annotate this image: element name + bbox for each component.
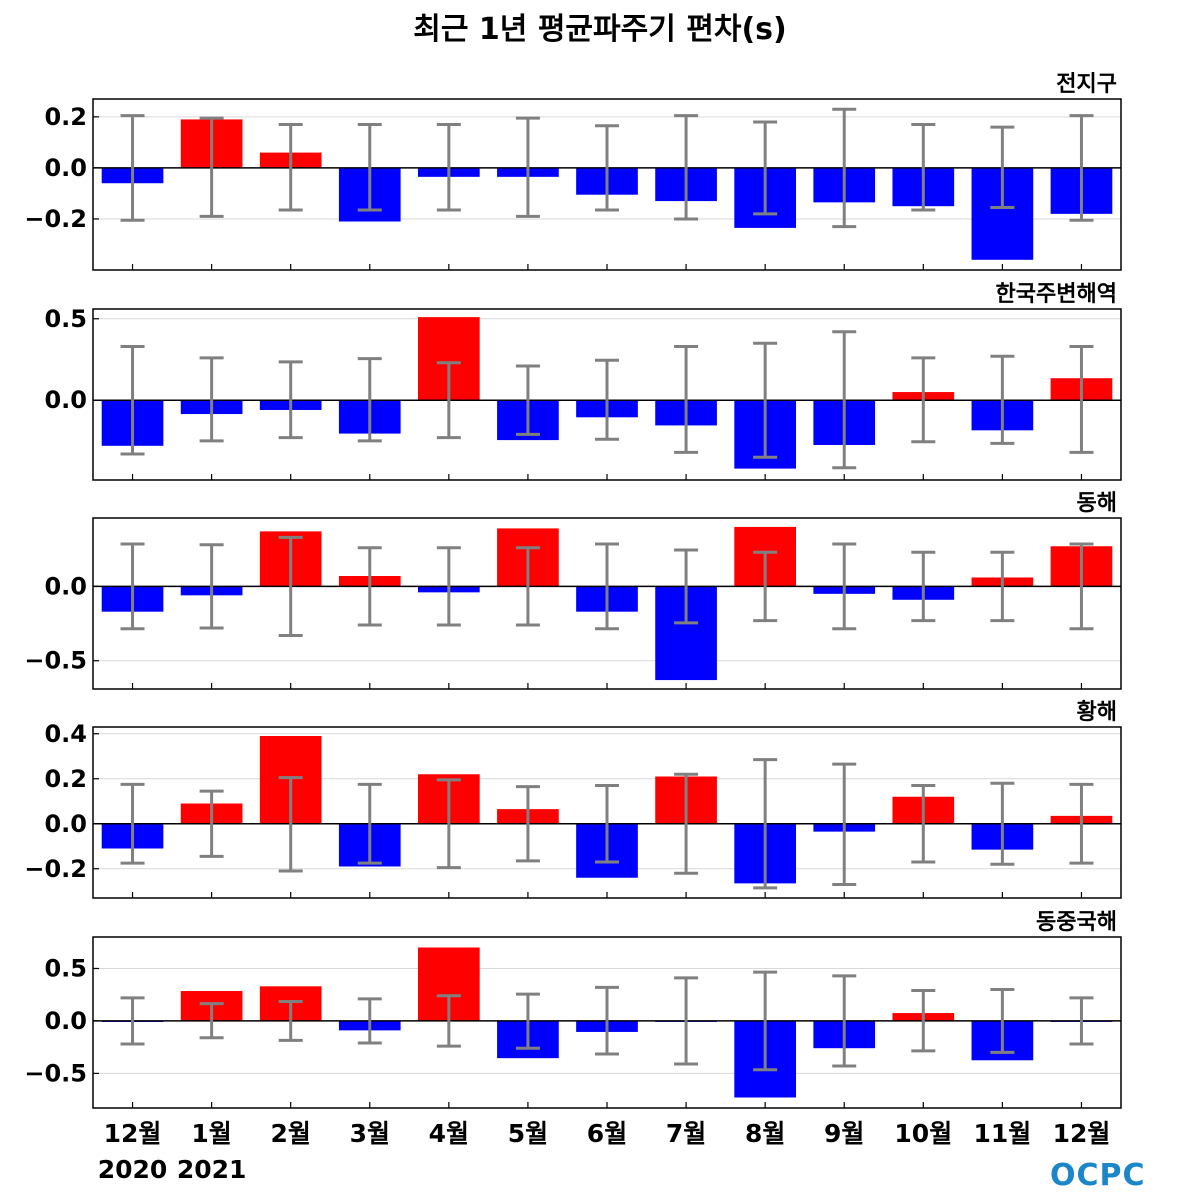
x-month-label: 2월 — [270, 1119, 310, 1148]
chart-title: 최근 1년 평균파주기 편차(s) — [413, 12, 787, 47]
x-year-label: 2020 — [98, 1155, 168, 1184]
x-month-label: 6월 — [587, 1119, 627, 1148]
x-month-label: 12월 — [104, 1119, 162, 1148]
panel-title: 황해 — [1077, 700, 1117, 725]
x-month-label: 4월 — [429, 1119, 469, 1148]
ocpc-logo: OCPC — [1050, 1158, 1146, 1193]
y-tick-label: 0.0 — [44, 154, 87, 182]
panel-4: 0.4 0.2 0.0 −0.2 황해 — [24, 700, 1122, 899]
x-month-label: 3월 — [350, 1119, 390, 1148]
y-tick-label: −0.2 — [24, 855, 87, 883]
panel-3: 0.0 −0.5 동해 — [24, 491, 1122, 690]
y-tick-label: 0.0 — [44, 810, 87, 838]
panel-title: 동중국해 — [1036, 910, 1117, 935]
panel-title: 한국주변해역 — [996, 282, 1117, 307]
y-tick-label: 0.2 — [44, 765, 87, 793]
y-tick-label: 0.2 — [44, 103, 87, 131]
x-month-label: 9월 — [824, 1119, 864, 1148]
x-month-label: 12월 — [1053, 1119, 1111, 1148]
y-tick-label: 0.0 — [44, 572, 87, 600]
x-month-label: 11월 — [973, 1119, 1031, 1148]
x-month-label: 7월 — [666, 1119, 706, 1148]
y-tick-label: 0.0 — [44, 1007, 87, 1035]
y-tick-label: −0.5 — [24, 647, 87, 675]
panel-title: 전지구 — [1056, 72, 1117, 97]
y-tick-label: 0.4 — [44, 720, 87, 748]
y-tick-label: 0.5 — [44, 305, 87, 333]
x-month-label: 1월 — [191, 1119, 231, 1148]
panel-title: 동해 — [1077, 491, 1117, 516]
panel-1: 0.2 0.0 −0.2 전지구 — [24, 72, 1122, 271]
x-month-label: 10월 — [894, 1119, 952, 1148]
panel-5: 0.5 0.0 −0.5 동중국해 — [24, 910, 1122, 1109]
y-tick-label: 0.0 — [44, 386, 87, 414]
y-tick-label: −0.5 — [24, 1059, 87, 1087]
y-tick-label: 0.5 — [44, 954, 87, 982]
x-month-label: 8월 — [745, 1119, 785, 1148]
x-year-label: 2021 — [177, 1155, 247, 1184]
x-month-label: 5월 — [508, 1119, 548, 1148]
y-tick-label: −0.2 — [24, 205, 87, 233]
panel-2: 0.5 0.0 한국주변해역 — [44, 282, 1122, 481]
